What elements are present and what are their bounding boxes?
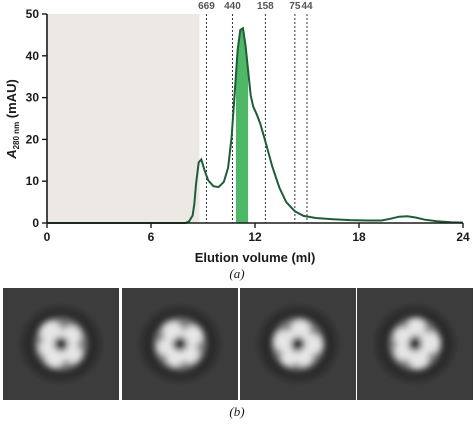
class-average-image (240, 288, 356, 400)
y-tick-label: 20 (26, 132, 40, 146)
class-average-1 (3, 288, 119, 400)
x-tick-label: 24 (456, 230, 470, 244)
y-ticks: 0 10 20 30 40 50 (26, 7, 47, 230)
y-tick-label: 30 (26, 91, 40, 105)
mw-marker-lines (205, 14, 308, 223)
class-average-image (357, 288, 473, 400)
x-tick-label: 18 (352, 230, 366, 244)
y-tick-label: 40 (26, 49, 40, 63)
caption-a: (a) (229, 266, 245, 281)
elution-trace (47, 26, 464, 224)
y-axis-label: A280 nm (mAU) (4, 79, 21, 160)
caption-b: (b) (229, 404, 245, 419)
marker-label-158: 158 (257, 1, 274, 12)
x-axis-label: Elution volume (ml) (195, 250, 316, 265)
x-tick-label: 0 (44, 230, 51, 244)
marker-label-44: 44 (301, 1, 313, 12)
collected-fraction-fill (235, 28, 249, 224)
y-axis-label-symbol: A (4, 149, 19, 159)
class-average-4 (357, 288, 473, 400)
y-axis-label-subscript: 280 nm (12, 122, 21, 150)
marker-label-440: 440 (224, 1, 241, 12)
y-axis-label-unit: (mAU) (4, 79, 19, 122)
mw-marker-labels: 669 440 158 75 44 (198, 1, 313, 12)
void-volume-region (47, 14, 200, 223)
y-tick-label: 0 (32, 216, 39, 230)
x-tick-label: 6 (148, 230, 155, 244)
class-average-2 (122, 288, 238, 400)
class-average-image (3, 288, 119, 400)
marker-label-669: 669 (198, 1, 215, 12)
x-ticks: 0 6 12 18 24 (44, 223, 470, 244)
x-tick-label: 12 (248, 230, 262, 244)
chromatogram-chart: 669 440 158 75 44 0 6 12 18 24 0 10 20 30 40 50 Eluti… (4, 1, 470, 265)
y-tick-label: 10 (26, 174, 40, 188)
class-average-image (122, 288, 238, 400)
marker-label-75: 75 (289, 1, 301, 12)
y-tick-label: 50 (26, 7, 40, 21)
class-average-3 (240, 288, 356, 400)
